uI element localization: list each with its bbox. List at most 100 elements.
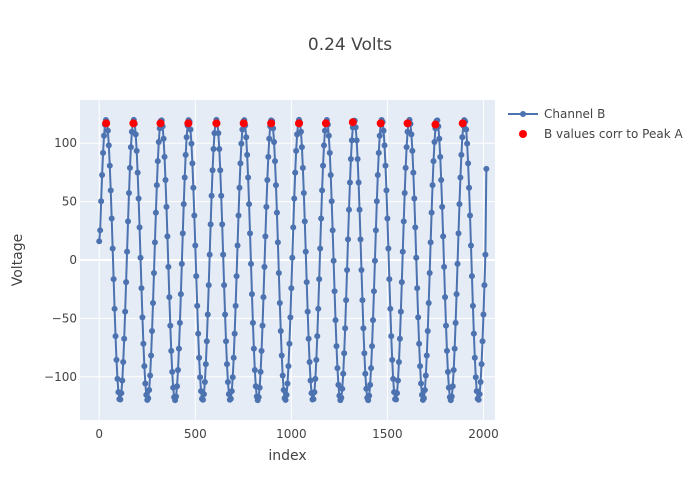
data-point-channel-b [220, 251, 227, 258]
data-point-channel-b [146, 386, 153, 393]
data-point-channel-b [169, 368, 176, 375]
data-point-channel-b [261, 263, 268, 270]
data-point-channel-b [247, 230, 254, 237]
data-point-channel-b [345, 236, 352, 243]
data-point-channel-b [209, 167, 216, 174]
data-point-channel-b [374, 172, 381, 179]
data-point-channel-b [179, 230, 186, 237]
data-point-channel-b [97, 227, 104, 234]
data-point-channel-b [399, 248, 406, 255]
data-point-channel-b [439, 203, 446, 210]
data-point-channel-b [331, 288, 338, 295]
data-point-channel-b [223, 338, 230, 345]
data-point-channel-b [233, 273, 240, 280]
data-point-channel-b [257, 368, 264, 375]
data-point-channel-b [109, 245, 116, 252]
data-point-channel-b [135, 195, 142, 202]
data-point-channel-b [335, 381, 342, 388]
data-point-channel-b [249, 319, 256, 326]
data-point-channel-b [201, 379, 208, 385]
data-point-channel-b [306, 359, 313, 366]
data-point-channel-b [208, 192, 215, 199]
data-point-channel-b [118, 390, 125, 397]
data-point-channel-b [373, 198, 380, 205]
data-point-channel-b [325, 132, 332, 139]
data-point-channel-b [136, 224, 143, 231]
data-point-channel-b [454, 260, 461, 267]
data-point-peak-a [212, 119, 221, 128]
data-point-channel-b [363, 385, 370, 392]
data-point-channel-b [194, 302, 201, 309]
data-point-channel-b [467, 212, 474, 219]
chart-title: 0.24 Volts [308, 35, 392, 55]
data-point-channel-b [317, 245, 324, 252]
data-point-channel-b [280, 386, 287, 393]
data-point-channel-b [383, 187, 390, 194]
data-point-channel-b [200, 391, 207, 398]
data-point-channel-b [195, 330, 202, 337]
data-point-channel-b [425, 300, 432, 307]
data-point-channel-b [107, 187, 114, 194]
data-point-channel-b [287, 314, 294, 321]
data-point-channel-b [408, 131, 415, 138]
data-point-channel-b [423, 352, 430, 359]
y-axis-title: Voltage [10, 234, 26, 287]
data-point-channel-b [165, 263, 172, 270]
data-point-channel-b [437, 153, 444, 160]
data-point-channel-b [275, 270, 282, 277]
data-point-peak-a [267, 119, 276, 128]
data-point-channel-b [153, 182, 160, 189]
data-point-channel-b [277, 327, 284, 334]
data-point-channel-b [367, 381, 374, 388]
data-point-channel-b [343, 297, 350, 304]
data-point-peak-a [376, 119, 385, 128]
data-point-channel-b [176, 319, 183, 326]
data-point-channel-b [248, 260, 254, 267]
data-point-channel-b [480, 311, 487, 318]
data-point-channel-b [436, 135, 443, 142]
data-point-channel-b [355, 179, 362, 186]
data-point-channel-b [204, 311, 211, 318]
data-point-channel-b [150, 300, 157, 307]
data-point-channel-b [443, 322, 450, 329]
data-point-channel-b [470, 330, 477, 337]
legend-item-channel-b[interactable]: Channel B [508, 107, 605, 121]
data-point-channel-b [481, 282, 488, 289]
data-point-channel-b [203, 338, 210, 345]
x-tick-label: 0 [95, 427, 103, 441]
data-point-channel-b [370, 317, 376, 324]
data-point-channel-b [341, 350, 348, 357]
data-point-channel-b [361, 350, 368, 357]
legend-item-peak-a[interactable]: B values corr to Peak A [519, 127, 683, 141]
data-point-channel-b [440, 233, 447, 240]
data-point-channel-b [401, 190, 408, 197]
data-point-channel-b [360, 325, 367, 332]
data-point-channel-b [292, 169, 299, 176]
data-point-channel-b [274, 239, 281, 246]
data-point-peak-a [129, 119, 138, 128]
data-point-channel-b [216, 146, 223, 153]
data-point-channel-b [110, 276, 117, 283]
data-point-channel-b [106, 162, 113, 169]
data-point-channel-b [243, 134, 250, 141]
data-point-channel-b [140, 340, 147, 347]
data-point-channel-b [326, 149, 333, 156]
data-point-channel-b [354, 156, 361, 163]
data-point-channel-b [483, 165, 490, 172]
data-point-peak-a [431, 120, 440, 129]
data-point-channel-b [148, 352, 155, 359]
data-point-channel-b [397, 308, 404, 315]
data-point-channel-b [372, 227, 379, 234]
data-point-channel-b [114, 375, 121, 382]
data-point-channel-b [293, 147, 300, 154]
data-point-channel-b [477, 379, 484, 385]
data-point-channel-b [227, 395, 234, 402]
data-point-peak-a [239, 119, 248, 128]
data-point-channel-b [138, 285, 145, 292]
data-point-channel-b [145, 395, 152, 402]
data-point-peak-a [458, 119, 467, 128]
data-point-channel-b [348, 137, 355, 144]
series-layer [96, 116, 490, 404]
data-point-channel-b [263, 203, 270, 210]
data-point-channel-b [278, 352, 285, 359]
